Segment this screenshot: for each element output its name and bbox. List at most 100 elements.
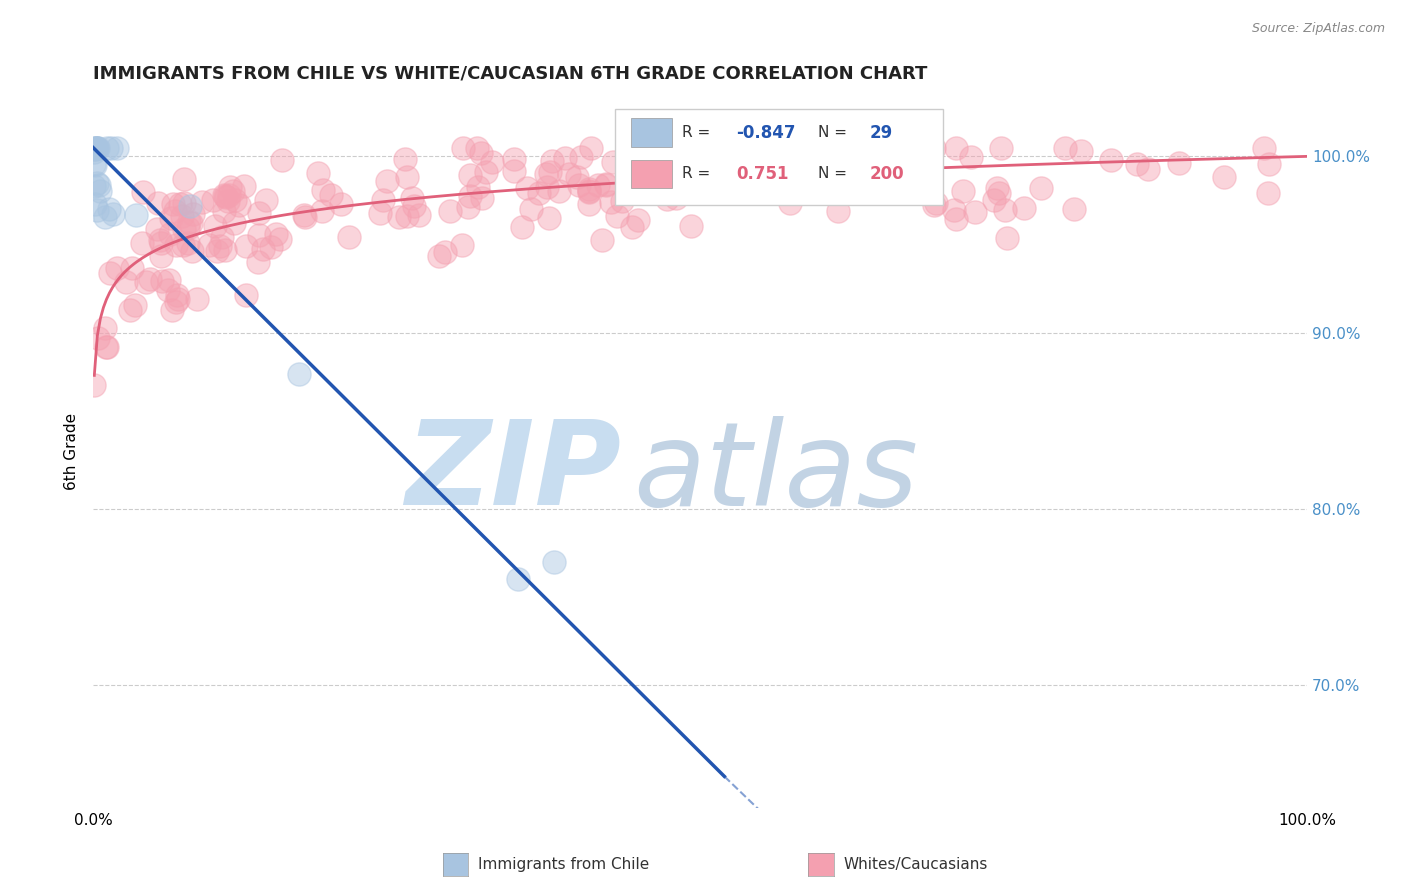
Point [506,573,529,587]
Point [665,191,688,205]
Point [157,273,180,287]
Point [330,196,353,211]
Point [395,209,418,223]
Point [247,227,270,242]
Point [84,196,107,211]
Point [868,143,890,157]
Point [627,212,650,227]
Point [86,176,108,190]
Point [228,198,250,212]
Point [214,188,236,202]
Point [516,180,538,194]
Point [86,140,108,154]
Point [657,140,679,154]
Point [94,321,117,335]
Point [1137,162,1160,177]
Point [481,155,503,169]
Point [98,202,121,217]
Point [132,185,155,199]
Point [172,209,194,223]
Point [602,154,624,169]
Point [898,152,921,166]
Point [131,236,153,251]
Point [578,184,600,198]
Point [218,180,240,194]
Point [465,140,488,154]
Point [548,184,571,198]
Point [696,161,718,176]
Point [89,184,111,198]
Point [994,203,1017,218]
Point [139,272,162,286]
Point [578,182,600,196]
Point [224,194,246,208]
Point [86,202,108,217]
Point [659,180,682,194]
Point [177,235,200,250]
Point [924,140,946,154]
Point [159,211,181,225]
FancyBboxPatch shape [614,109,943,205]
Point [869,140,891,154]
Point [177,220,200,235]
Point [84,140,107,154]
Point [565,169,588,184]
Point [669,179,692,194]
Point [124,208,146,222]
Point [173,172,195,186]
Point [600,195,623,210]
Point [460,168,482,182]
Point [269,232,291,246]
Point [920,154,942,169]
Point [165,238,187,252]
Point [94,211,117,225]
Point [152,274,174,288]
Point [900,181,922,195]
Point [83,157,105,171]
Text: N =: N = [818,125,846,140]
Point [89,178,111,193]
Point [101,207,124,221]
Point [83,140,105,154]
Point [467,180,489,194]
Point [990,140,1012,154]
Point [212,187,235,202]
Point [149,233,172,247]
Point [197,238,219,252]
Text: 0.751: 0.751 [737,165,789,183]
Point [470,146,492,161]
Point [83,378,105,392]
Point [173,221,195,235]
Point [769,140,792,154]
Text: Source: ZipAtlas.com: Source: ZipAtlas.com [1251,22,1385,36]
Point [319,188,342,202]
Point [845,157,868,171]
Point [247,255,270,269]
Point [457,200,479,214]
Point [995,231,1018,245]
Point [810,178,832,193]
Point [579,140,602,154]
Point [84,142,107,156]
Point [540,154,562,169]
Point [644,166,666,180]
Text: R =: R = [682,125,710,140]
Point [451,140,474,154]
Point [502,163,524,178]
Point [627,152,650,166]
Point [1054,140,1077,154]
Point [84,140,107,154]
Point [201,193,224,207]
Point [370,206,392,220]
Point [96,140,118,154]
Point [688,156,710,170]
Point [610,194,633,209]
Point [960,150,983,164]
Point [121,261,143,276]
Point [439,204,461,219]
Point [512,219,534,234]
Point [191,195,214,210]
Point [1126,157,1149,171]
Point [159,227,181,242]
Text: ZIP: ZIP [405,416,621,531]
